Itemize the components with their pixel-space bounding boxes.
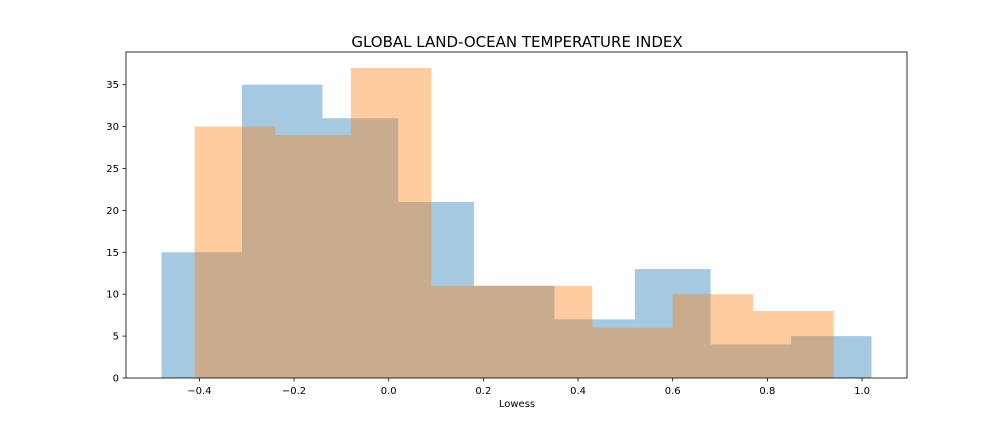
histogram-bar-series1-bin5 bbox=[473, 285, 555, 378]
y-tick-label: 10 bbox=[106, 290, 119, 301]
axes-layer: −0.4 −0.2 0.0 0.2 0.4 0.6 0.8 1.0 0 5 10 15 20 25 30 35 bbox=[106, 80, 870, 397]
histogram-bar-series1-bin2 bbox=[241, 84, 323, 379]
histogram-bar-series1-bin1 bbox=[161, 252, 242, 378]
x-tick-label: −0.4 bbox=[187, 386, 211, 397]
histogram-bar-series2-bin7 bbox=[672, 294, 754, 378]
histogram-bar-series1-bin7 bbox=[634, 269, 711, 378]
histogram-bar-series1-bin4 bbox=[398, 202, 474, 378]
x-tick-label: 0.6 bbox=[665, 386, 681, 397]
x-tick-label: 0.2 bbox=[475, 386, 491, 397]
x-tick-label: 0.4 bbox=[570, 386, 586, 397]
histogram-bar-series2-bin8 bbox=[753, 310, 834, 378]
x-tick-label: −0.2 bbox=[282, 386, 306, 397]
histogram-bar-series2-bin2 bbox=[275, 134, 351, 378]
x-tick-label: 0.8 bbox=[759, 386, 775, 397]
histogram-bar-series2-bin4 bbox=[431, 285, 512, 378]
histogram-bar-series1-bin6 bbox=[554, 319, 635, 378]
plot-frame bbox=[125, 51, 908, 379]
y-tick-label: 25 bbox=[106, 164, 119, 175]
y-tick-label: 5 bbox=[113, 332, 119, 343]
x-tick-label: 1.0 bbox=[854, 386, 870, 397]
histogram-bar-series2-bin6 bbox=[592, 327, 673, 378]
histogram-bar-series1-bin9 bbox=[791, 336, 872, 378]
x-axis-label: Lowess bbox=[499, 399, 535, 410]
y-tick-label: 20 bbox=[106, 206, 119, 217]
x-tick-label: 0.0 bbox=[381, 386, 397, 397]
bars-layer bbox=[161, 67, 872, 379]
histogram-bar-series1-bin8 bbox=[710, 344, 792, 378]
histogram-bar-series2-bin5 bbox=[511, 285, 593, 378]
y-tick-label: 35 bbox=[106, 80, 119, 91]
y-tick-label: 0 bbox=[113, 374, 119, 385]
histogram-bar-series1-bin3 bbox=[322, 118, 399, 379]
histogram-bar-series2-bin1 bbox=[194, 126, 276, 378]
chart-title: GLOBAL LAND-OCEAN TEMPERATURE INDEX bbox=[351, 33, 682, 51]
y-tick-label: 30 bbox=[106, 122, 119, 133]
histogram-bar-series2-bin3 bbox=[350, 67, 432, 379]
y-tick-label: 15 bbox=[106, 248, 119, 259]
